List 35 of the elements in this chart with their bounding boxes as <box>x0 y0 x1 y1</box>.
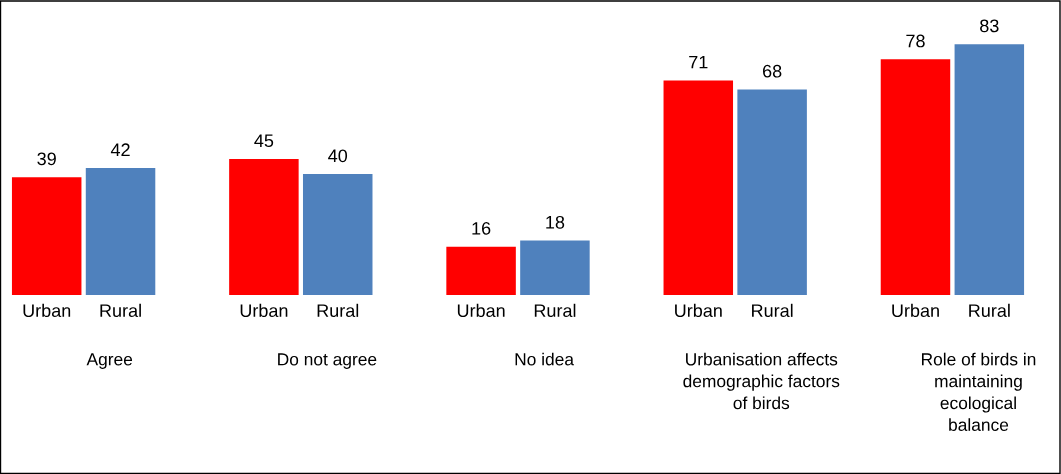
x-tick-label: Agree <box>86 353 133 369</box>
x-tick-label: Do not agree <box>278 353 377 369</box>
bar <box>954 44 1025 295</box>
bar <box>737 89 807 295</box>
text: Urban <box>675 303 722 318</box>
data-label: 83 <box>980 19 999 33</box>
data-label: 78 <box>906 34 925 48</box>
bar <box>302 174 373 295</box>
data-label: 42 <box>110 143 130 156</box>
x-tick-label: Urbanisation affects demographic factors of birds <box>683 352 840 410</box>
data-label: 68 <box>763 64 782 78</box>
bar <box>520 240 590 295</box>
bar <box>880 59 951 295</box>
text: Rural <box>534 303 576 318</box>
bar <box>446 246 516 295</box>
series-label: Rural <box>100 303 141 318</box>
data-label: 39 <box>37 152 56 166</box>
text: Urban <box>457 303 505 318</box>
data-label: 71 <box>689 55 708 69</box>
text: Rural <box>969 303 1010 318</box>
text: Urban <box>892 303 939 318</box>
bar <box>229 158 299 295</box>
x-tick-label: No idea <box>515 352 574 366</box>
bar <box>11 177 82 295</box>
text: Urban <box>240 303 288 318</box>
text: Rural <box>317 303 359 318</box>
bar <box>663 80 734 295</box>
data-label: 16 <box>472 221 491 235</box>
series-label: Urban <box>23 303 71 318</box>
data-label: 18 <box>546 215 565 229</box>
text: Rural <box>752 303 793 318</box>
data-label: 45 <box>254 134 274 148</box>
data-label: 40 <box>328 149 348 163</box>
bar <box>85 168 156 295</box>
x-tick-label: Role of birds in maintaining ecological balance <box>921 352 1036 431</box>
